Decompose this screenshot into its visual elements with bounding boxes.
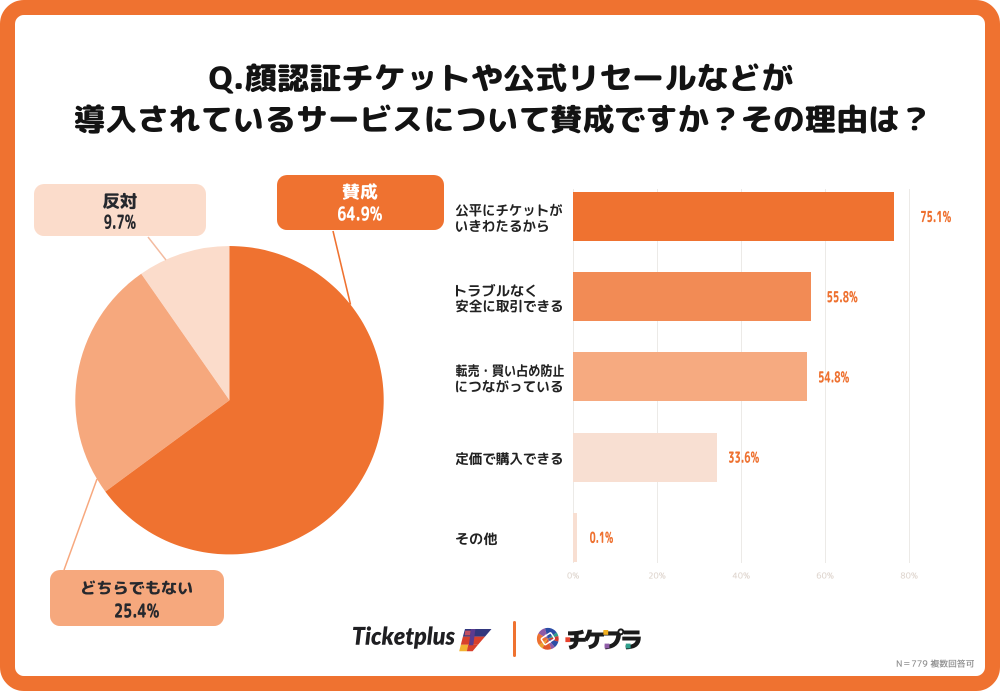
- gridline-60%: [825, 189, 827, 563]
- bar-4[interactable]: [573, 512, 577, 562]
- bar-1[interactable]: [573, 272, 812, 322]
- footer-logo-divider: [513, 621, 516, 657]
- leader-line-neutral: [63, 478, 98, 571]
- pie-slice-oppose[interactable]: [141, 246, 230, 401]
- bar-3[interactable]: [573, 432, 717, 482]
- pie-slice-approve[interactable]: [105, 246, 384, 555]
- leader-line-oppose: [147, 236, 167, 261]
- leader-line-approve: [332, 230, 352, 305]
- bar-2[interactable]: [573, 352, 808, 402]
- pie-slice-neutral[interactable]: [75, 273, 230, 492]
- pie-callout-neutral[interactable]: [50, 570, 224, 626]
- pie-callout-approve[interactable]: [276, 175, 444, 230]
- bar-0[interactable]: [573, 192, 894, 241]
- gridline-80%: [909, 189, 911, 563]
- pie-callout-oppose[interactable]: [34, 184, 206, 236]
